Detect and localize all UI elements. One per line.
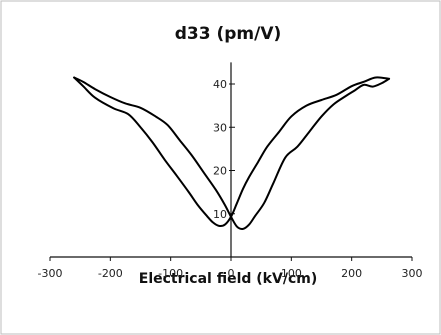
series-line-2 [73, 76, 391, 230]
y-tick-label: 40 [213, 78, 227, 91]
x-tick-label: 0 [228, 267, 235, 280]
x-tick-label: 100 [281, 267, 302, 280]
y-tick-label: 20 [213, 165, 227, 178]
series-line-1 [73, 76, 391, 228]
x-tick-label: -300 [38, 267, 63, 280]
series-layer [73, 76, 391, 230]
y-tick-label: 30 [213, 121, 227, 134]
x-axis-label: Electrical field (kV/cm) [139, 271, 317, 287]
x-tick-label: 200 [341, 267, 362, 280]
x-tick-label: -100 [158, 267, 183, 280]
chart-title: d33 (pm/V) [175, 24, 282, 44]
y-tick-label: 10 [213, 208, 227, 221]
x-tick-label: -200 [98, 267, 123, 280]
axes: -300 -200 -100 0 100 200 300 10 20 30 40 [38, 62, 423, 280]
x-tick-label: 300 [402, 267, 423, 280]
